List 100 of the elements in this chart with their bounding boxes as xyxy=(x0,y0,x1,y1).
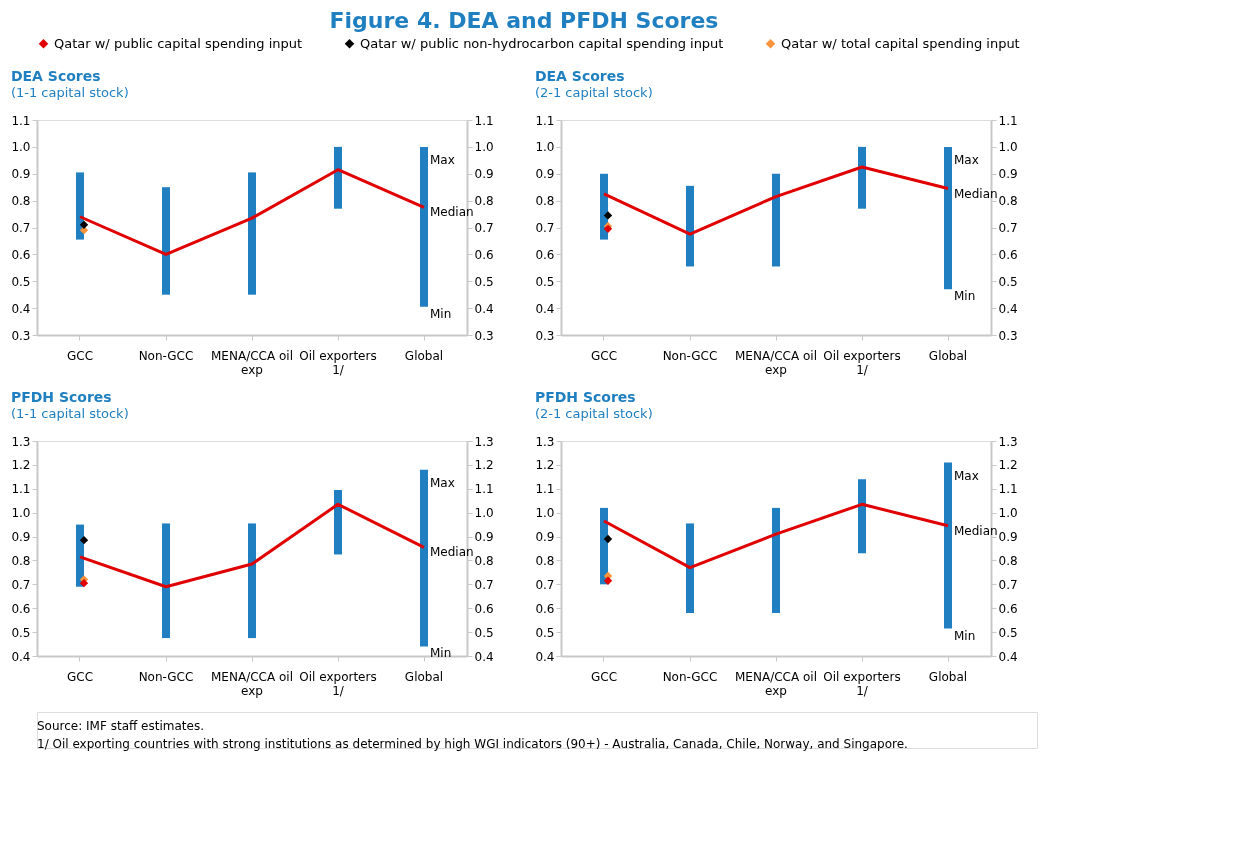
text: 1/ Oil exporting countries with strong institutions as determined by high WGI indicators (90+) - Australia, Canada, Chile, Norway, and Singapore. xyxy=(37,737,908,751)
y-tick-label: 0.7 xyxy=(535,221,555,235)
y2-tick-label: 0.9 xyxy=(474,530,494,545)
chart-subtitle: (2-1 capital stock) xyxy=(534,85,653,100)
y2-tick-label: 0.9 xyxy=(998,530,1018,545)
x-tick-label: GCC xyxy=(66,669,94,684)
y2-tick-label: 0.4 xyxy=(474,301,494,316)
annotation: Min xyxy=(430,306,452,321)
y2-tick-label: 1.0 xyxy=(474,140,494,155)
annotation: Max xyxy=(430,152,455,167)
y-tick-label: 0.8 xyxy=(11,553,31,568)
annotation: Max xyxy=(954,152,979,167)
y2-tick-label: 0.8 xyxy=(998,553,1018,568)
y-tick-label: 1.0 xyxy=(11,140,31,155)
annotation: Median xyxy=(430,205,474,220)
y-tick-label: 0.4 xyxy=(11,649,31,664)
annotation: Max xyxy=(954,468,979,483)
y-tick-label: 1.2 xyxy=(11,458,31,473)
x-tick-label: Non-GCC xyxy=(138,669,194,684)
y-tick-label: 0.6 xyxy=(535,247,555,262)
y-tick-label: 0.8 xyxy=(535,553,555,568)
x-tick-label: Non-GCC xyxy=(662,348,718,363)
y2-tick-label: 1.1 xyxy=(474,482,494,497)
chart-subtitle: (1-1 capital stock) xyxy=(10,85,129,100)
y-tick-label: 0.5 xyxy=(11,625,31,640)
y-tick-label: 0.3 xyxy=(11,328,31,343)
y-tick-label: 0.6 xyxy=(11,247,31,262)
y-tick-label: 1.1 xyxy=(11,113,31,128)
y-tick-label: 0.7 xyxy=(11,577,31,592)
y-tick-label: 0.8 xyxy=(11,194,31,209)
annotation: Median xyxy=(954,186,998,201)
y2-tick-label: 0.8 xyxy=(998,194,1018,209)
y2-tick-label: 1.1 xyxy=(998,482,1018,497)
y2-tick-label: 0.9 xyxy=(474,167,494,182)
y-tick-label: 0.9 xyxy=(11,167,31,182)
y2-tick-label: 1.2 xyxy=(998,458,1018,473)
x-tick-label: GCC xyxy=(590,348,618,363)
annotation: Min xyxy=(954,628,976,643)
y-tick-label: 0.6 xyxy=(11,601,31,616)
y2-tick-label: 0.7 xyxy=(998,221,1018,235)
chart-subtitle: (2-1 capital stock) xyxy=(534,406,653,421)
y2-tick-label: 0.5 xyxy=(474,274,494,289)
y2-tick-label: 0.7 xyxy=(474,577,494,592)
y2-tick-label: 0.3 xyxy=(474,328,494,343)
y2-tick-label: 1.0 xyxy=(998,140,1018,155)
chart-title: PFDH Scores xyxy=(534,389,636,405)
chart-title: PFDH Scores xyxy=(10,389,112,405)
y2-tick-label: 0.5 xyxy=(474,625,494,640)
y2-tick-label: 0.7 xyxy=(474,221,494,235)
y2-tick-label: 0.4 xyxy=(998,301,1018,316)
y2-tick-label: 0.6 xyxy=(998,601,1018,616)
y2-tick-label: 0.6 xyxy=(474,601,494,616)
y-tick-label: 0.4 xyxy=(535,301,555,316)
x-tick-label: Oil exporters 1/ xyxy=(299,669,377,698)
y-tick-label: 1.1 xyxy=(11,482,31,497)
y2-tick-label: 1.1 xyxy=(998,113,1018,128)
x-tick-label: Oil exporters 1/ xyxy=(299,348,377,377)
y-tick-label: 0.6 xyxy=(535,601,555,616)
y-tick-label: 0.4 xyxy=(11,301,31,316)
y-tick-label: 0.7 xyxy=(535,577,555,592)
y-tick-label: 1.0 xyxy=(535,140,555,155)
y2-tick-label: 1.3 xyxy=(474,434,494,449)
y-tick-label: 0.9 xyxy=(535,167,555,182)
chart-title: DEA Scores xyxy=(534,68,625,84)
x-tick-label: Global xyxy=(928,348,968,363)
y2-tick-label: 1.2 xyxy=(474,458,494,473)
y2-tick-label: 0.6 xyxy=(998,247,1018,262)
x-tick-label: Non-GCC xyxy=(662,669,718,684)
y-tick-label: 0.5 xyxy=(11,274,31,289)
y2-tick-label: 0.8 xyxy=(474,194,494,209)
x-tick-label: MENA/CCA oil exp xyxy=(211,669,293,698)
x-tick-label: GCC xyxy=(590,669,618,684)
legend-label: Qatar w/ total capital spending input xyxy=(781,35,1020,51)
annotation: Median xyxy=(954,523,998,538)
y2-tick-label: 0.9 xyxy=(998,167,1018,182)
x-tick-label: GCC xyxy=(66,348,94,363)
y-tick-label: 1.1 xyxy=(535,482,555,497)
y2-tick-label: 0.6 xyxy=(474,247,494,262)
annotation: Min xyxy=(430,646,452,661)
source-note: Source: IMF staff estimates. xyxy=(37,719,204,733)
y-tick-label: 0.7 xyxy=(11,221,31,235)
x-tick-label: MENA/CCA oil exp xyxy=(735,669,817,698)
y-tick-label: 1.0 xyxy=(11,506,31,521)
y-tick-label: 0.5 xyxy=(535,625,555,640)
y-tick-label: 0.5 xyxy=(535,274,555,289)
legend-label: Qatar w/ public non-hydrocarbon capital spending input xyxy=(360,35,724,51)
y2-tick-label: 0.7 xyxy=(998,577,1018,592)
y-tick-label: 1.3 xyxy=(535,434,555,449)
x-tick-label: Oil exporters 1/ xyxy=(823,669,901,698)
y2-tick-label: 0.8 xyxy=(474,553,494,568)
y2-tick-label: 0.5 xyxy=(998,625,1018,640)
y2-tick-label: 1.0 xyxy=(998,506,1018,521)
annotation: Max xyxy=(430,475,455,490)
chart-title: DEA Scores xyxy=(10,68,101,84)
y2-tick-label: 0.4 xyxy=(998,649,1018,664)
x-tick-label: MENA/CCA oil exp xyxy=(735,348,817,377)
y2-tick-label: 1.1 xyxy=(474,113,494,128)
x-tick-label: Global xyxy=(404,348,444,363)
x-tick-label: Oil exporters 1/ xyxy=(823,348,901,377)
y-tick-label: 0.4 xyxy=(535,649,555,664)
